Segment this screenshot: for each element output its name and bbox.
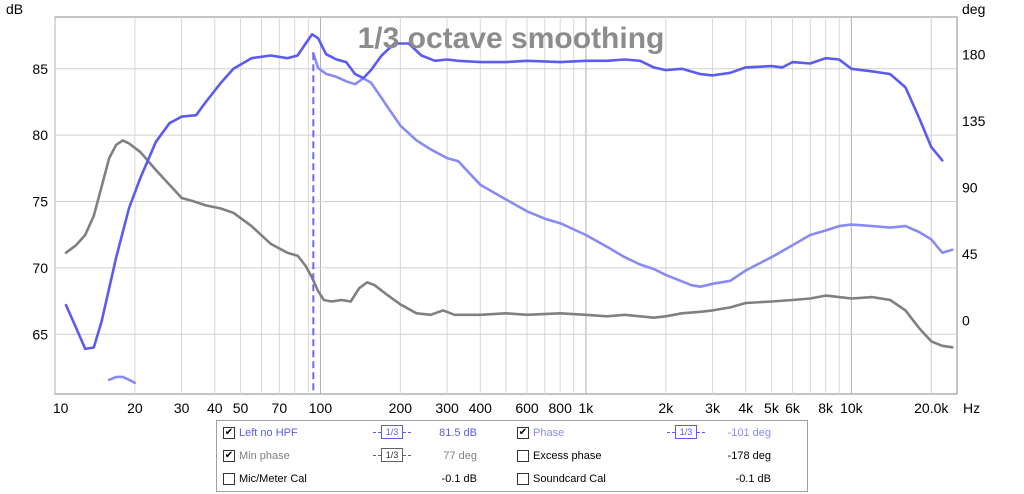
x-tick-label: 20.0k bbox=[914, 400, 949, 416]
phase-value: -101 deg bbox=[727, 427, 771, 439]
x-tick-label: 6k bbox=[785, 400, 801, 416]
x-tick-label: 70 bbox=[272, 400, 288, 416]
min-phase-checkbox[interactable]: ✔ bbox=[223, 450, 235, 462]
mic-meter-cal-checkbox[interactable] bbox=[223, 473, 235, 485]
y-left-tick-label: 85 bbox=[32, 61, 48, 77]
grid-lines bbox=[54, 17, 957, 394]
x-tick-label: 20 bbox=[127, 400, 143, 416]
legend-row-min-phase: ✔ Min phase 1/3 77 deg Excess phase -178… bbox=[217, 447, 807, 467]
x-tick-label: 30 bbox=[174, 400, 190, 416]
phase-label: Phase bbox=[533, 427, 565, 439]
x-tick-label: 10k bbox=[840, 400, 864, 416]
left-no-hpf-smoothing-value: 1/3 bbox=[381, 425, 403, 439]
phase-smoothing-value: 1/3 bbox=[675, 425, 697, 439]
y-left-tick-labels: 65 70 75 80 85 bbox=[32, 61, 48, 342]
y-right-tick-label: 135 bbox=[962, 113, 986, 129]
y-right-tick-label: 180 bbox=[962, 47, 986, 63]
x-tick-label: 4k bbox=[738, 400, 754, 416]
legend-row-cal: Mic/Meter Cal -0.1 dB Soundcard Cal -0.1… bbox=[217, 470, 807, 490]
phase-smoothing[interactable]: 1/3 bbox=[667, 425, 705, 439]
min-phase-smoothing-value: 1/3 bbox=[381, 448, 403, 462]
phase-checkbox[interactable]: ✔ bbox=[517, 427, 529, 439]
min-phase-value: 77 deg bbox=[443, 450, 477, 462]
y-left-tick-label: 80 bbox=[32, 127, 48, 143]
soundcard-cal-checkbox[interactable] bbox=[517, 473, 529, 485]
left-no-hpf-line bbox=[64, 33, 944, 351]
x-tick-label: 800 bbox=[549, 400, 573, 416]
x-tick-label: 200 bbox=[389, 400, 413, 416]
series-group bbox=[64, 33, 954, 385]
y-right-tick-label: 45 bbox=[962, 246, 978, 262]
mic-meter-cal-label: Mic/Meter Cal bbox=[239, 473, 307, 485]
y-left-tick-label: 65 bbox=[32, 326, 48, 342]
legend-panel: ✔ Left no HPF 1/3 81.5 dB ✔ Phase 1/3 -1… bbox=[216, 420, 808, 492]
x-tick-label: 100 bbox=[309, 400, 333, 416]
phase-line bbox=[312, 51, 954, 288]
x-unit: Hz bbox=[963, 400, 980, 416]
y-left-tick-label: 70 bbox=[32, 260, 48, 276]
x-tick-label: 300 bbox=[435, 400, 459, 416]
y-right-tick-labels: 0 45 90 135 180 bbox=[962, 47, 986, 329]
excess-phase-value: -178 deg bbox=[727, 450, 771, 462]
x-tick-label: 8k bbox=[818, 400, 834, 416]
excess-phase-label: Excess phase bbox=[533, 450, 602, 462]
y-left-tick-label: 75 bbox=[32, 194, 48, 210]
x-tick-label: 1k bbox=[579, 400, 595, 416]
x-tick-label: 400 bbox=[469, 400, 493, 416]
x-tick-label: 600 bbox=[515, 400, 539, 416]
left-no-hpf-label: Left no HPF bbox=[239, 427, 298, 439]
legend-row-left-no-hpf: ✔ Left no HPF 1/3 81.5 dB ✔ Phase 1/3 -1… bbox=[217, 424, 807, 444]
x-tick-labels: 10 20 30 40 50 70 100 200 300 400 600 800 1k 2k 3k 4k 5k… bbox=[53, 400, 950, 416]
soundcard-cal-value: -0.1 dB bbox=[735, 473, 771, 485]
x-tick-label: 5k bbox=[764, 400, 780, 416]
x-tick-label: 50 bbox=[233, 400, 249, 416]
min-phase-line bbox=[64, 139, 954, 349]
phase-line bbox=[107, 375, 137, 385]
y-right-tick-label: 90 bbox=[962, 180, 978, 196]
left-no-hpf-value: 81.5 dB bbox=[439, 427, 477, 439]
chart-title: 1/3 octave smoothing bbox=[358, 22, 665, 55]
frequency-response-chart: 10 20 30 40 50 70 100 200 300 400 600 800 1k 2k 3k 4k 5k… bbox=[6, 1, 986, 416]
min-phase-smoothing[interactable]: 1/3 bbox=[373, 448, 411, 462]
excess-phase-checkbox[interactable] bbox=[517, 450, 529, 462]
left-no-hpf-checkbox[interactable]: ✔ bbox=[223, 427, 235, 439]
x-tick-label: 40 bbox=[207, 400, 223, 416]
soundcard-cal-label: Soundcard Cal bbox=[533, 473, 606, 485]
left-no-hpf-smoothing[interactable]: 1/3 bbox=[373, 425, 411, 439]
min-phase-label: Min phase bbox=[239, 450, 290, 462]
mic-meter-cal-value: -0.1 dB bbox=[441, 473, 477, 485]
y-right-tick-label: 0 bbox=[962, 313, 970, 329]
y-right-unit: deg bbox=[962, 1, 985, 17]
y-left-unit: dB bbox=[6, 1, 23, 17]
x-tick-label: 10 bbox=[53, 400, 69, 416]
x-tick-label: 3k bbox=[705, 400, 721, 416]
x-tick-label: 2k bbox=[658, 400, 674, 416]
